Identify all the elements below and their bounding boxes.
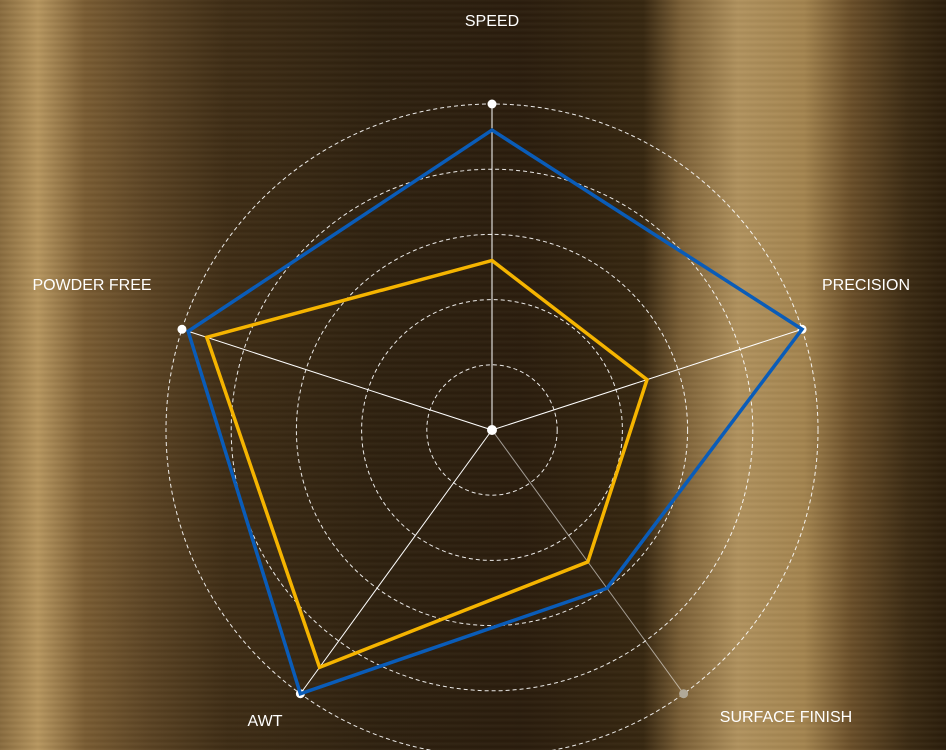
series-polygon <box>204 258 650 670</box>
axis-label: POWDER FREE <box>32 277 151 294</box>
grid-ring <box>426 364 558 496</box>
axis-label: AWT <box>248 713 283 730</box>
axis-end-dot <box>487 99 497 109</box>
axis-label: PRECISION <box>822 277 910 294</box>
axis-label: SPEED <box>465 13 519 30</box>
axis-end-dot <box>177 324 187 334</box>
axis-end-dot <box>679 689 689 699</box>
grid-ring <box>295 233 689 627</box>
axis-spoke <box>181 328 493 431</box>
axis-spoke <box>299 429 493 695</box>
axis-label: SURFACE FINISH <box>720 709 852 726</box>
center-dot <box>487 425 497 435</box>
series-polygon <box>186 127 805 696</box>
grid-ring <box>361 299 623 561</box>
